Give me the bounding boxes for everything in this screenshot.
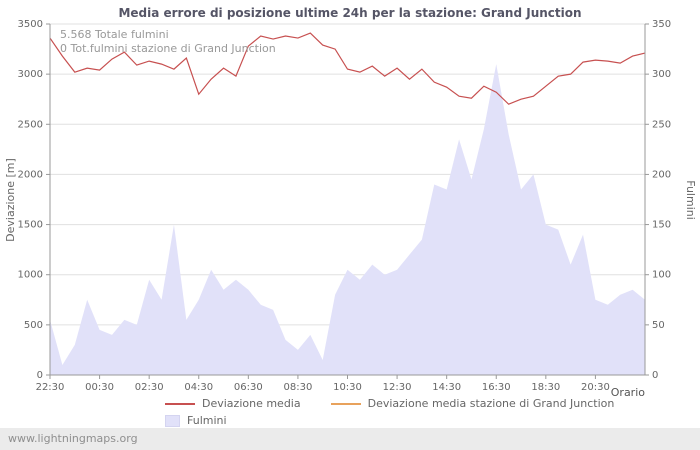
y-left-tick-label: 0 [37,370,43,381]
y-left-tick-label: 3000 [18,69,43,80]
y-right-tick-label: 250 [652,119,671,130]
legend-row-lines: Deviazione media Deviazione media stazio… [165,397,614,410]
y-right-tick-label: 50 [652,320,665,331]
legend-row-area: Fulmini [165,414,227,427]
deviazione-line [49,32,646,105]
y-right-tick-label: 0 [652,370,658,381]
x-tick-label: 10:30 [333,382,362,393]
x-tick-label: 18:30 [531,382,560,393]
y-axis-label-right: Fulmini [684,180,697,220]
legend-line-swatch-orange [330,402,361,405]
x-tick-label: 12:30 [383,382,412,393]
footer-band: www.lightningmaps.org [0,428,700,450]
y-left-tick-label: 2000 [18,169,43,180]
x-tick-label: 14:30 [432,382,461,393]
legend-item-deviazione-stazione: Deviazione media stazione di Grand Junct… [330,397,615,410]
y-right-tick-label: 150 [652,220,671,231]
legend-item-deviazione-media: Deviazione media [165,397,301,410]
legend-label: Deviazione media [202,397,301,410]
y-right-tick-label: 200 [652,169,671,180]
legend-area-swatch [165,414,180,427]
y-right-tick-label: 100 [652,270,671,281]
totals-annotation: 5.568 Totale fulmini 0 Tot.fulmini stazi… [60,28,276,56]
chart-title: Media errore di posizione ultime 24h per… [118,6,582,20]
legend-label: Fulmini [187,414,227,427]
x-tick-label: 00:30 [85,382,114,393]
x-tick-label: 16:30 [482,382,511,393]
chart-canvas: 0 500 1000 1500 2000 2500 3000 3500 0 50 100 150 200… [18,19,672,393]
legend-item-fulmini: Fulmini [165,414,227,427]
y-right-tick-label: 350 [652,19,671,30]
station-lightning-count: 0 Tot.fulmini stazione di Grand Junction [60,42,276,55]
x-tick-label: 20:30 [581,382,610,393]
legend-label: Deviazione media stazione di Grand Junct… [367,397,615,410]
x-tick-label: 08:30 [284,382,313,393]
x-tick-label: 02:30 [135,382,164,393]
y-left-tick-label: 500 [24,320,43,331]
y-right-tick-label: 300 [652,69,671,80]
legend-line-swatch-red [165,402,195,405]
site-url: www.lightningmaps.org [8,432,138,445]
y-left-tick-label: 3500 [18,19,43,30]
y-left-tick-label: 1000 [18,270,43,281]
y-left-tick-label: 1500 [18,220,43,231]
x-tick-label: 22:30 [36,382,65,393]
x-tick-label: 06:30 [234,382,263,393]
x-axis-label: Orario [610,386,645,399]
fulmini-area [50,64,645,375]
x-tick-label: 04:30 [184,382,213,393]
total-lightning-count: 5.568 Totale fulmini [60,28,169,41]
y-axis-label-left: Deviazione [m] [4,158,17,242]
y-left-tick-label: 2500 [18,119,43,130]
